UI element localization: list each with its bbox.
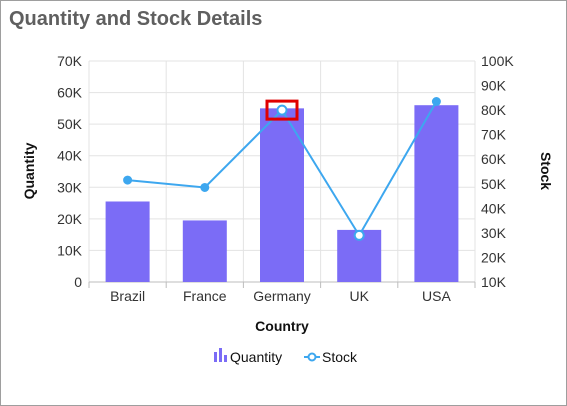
y2-tick-label: 20K (481, 249, 507, 265)
left-axis-ticks: 0 10K 20K 30K 40K 50K 60K 70K (57, 53, 83, 290)
legend-item-stock[interactable]: Stock (304, 349, 358, 365)
bar[interactable] (105, 201, 150, 282)
y-tick-label: 40K (57, 148, 83, 164)
x-axis-ticks: Brazil France Germany UK USA (110, 288, 451, 304)
y2-tick-label: 100K (481, 53, 514, 69)
legend-label-stock: Stock (322, 349, 358, 365)
y2-tick-label: 60K (481, 151, 507, 167)
y2-tick-label: 30K (481, 225, 507, 241)
y-axis-title: Quantity (21, 142, 37, 199)
y2-tick-label: 70K (481, 127, 507, 143)
y2-tick-label: 40K (481, 200, 507, 216)
x-tick-label: Brazil (110, 288, 145, 304)
stock-point[interactable] (353, 229, 365, 241)
y2-tick-label: 90K (481, 78, 507, 94)
y-tick-label: 50K (57, 116, 83, 132)
legend-item-quantity[interactable]: Quantity (214, 348, 282, 365)
legend: Quantity Stock (214, 348, 358, 365)
x-tick-label: Germany (253, 288, 311, 304)
x-tick-label: UK (349, 288, 369, 304)
legend-bar-icon (219, 348, 222, 362)
y-tick-label: 70K (57, 53, 83, 69)
chart-title: Quantity and Stock Details (9, 8, 263, 30)
bar[interactable] (182, 220, 227, 282)
stock-point[interactable] (200, 182, 210, 192)
y2-axis-title: Stock (538, 152, 554, 190)
bar-series-quantity (105, 105, 459, 282)
stock-point[interactable] (431, 97, 441, 107)
stock-point[interactable] (123, 175, 133, 185)
stock-point[interactable] (276, 104, 288, 116)
y2-tick-label: 10K (481, 274, 507, 290)
y2-tick-label: 50K (481, 176, 507, 192)
legend-label-quantity: Quantity (230, 349, 282, 365)
legend-marker-icon (307, 352, 317, 362)
y-tick-label: 20K (57, 211, 83, 227)
bar[interactable] (414, 105, 459, 282)
y-tick-label: 10K (57, 242, 83, 258)
y2-tick-label: 80K (481, 102, 507, 118)
y-tick-label: 30K (57, 179, 83, 195)
y-tick-label: 60K (57, 85, 83, 101)
line-series-stock (123, 97, 441, 241)
x-tick-label: USA (422, 288, 451, 304)
bar[interactable] (260, 108, 304, 282)
y-tick-label: 0 (74, 274, 82, 290)
legend-bar-icon (224, 355, 227, 362)
right-axis-ticks: 10K 20K 30K 40K 50K 60K 70K 80K 90K 100K (481, 53, 514, 290)
highlight-box (265, 99, 299, 121)
legend-bar-icon (214, 352, 217, 362)
x-tick-label: France (183, 288, 227, 304)
x-axis-title: Country (255, 318, 309, 334)
